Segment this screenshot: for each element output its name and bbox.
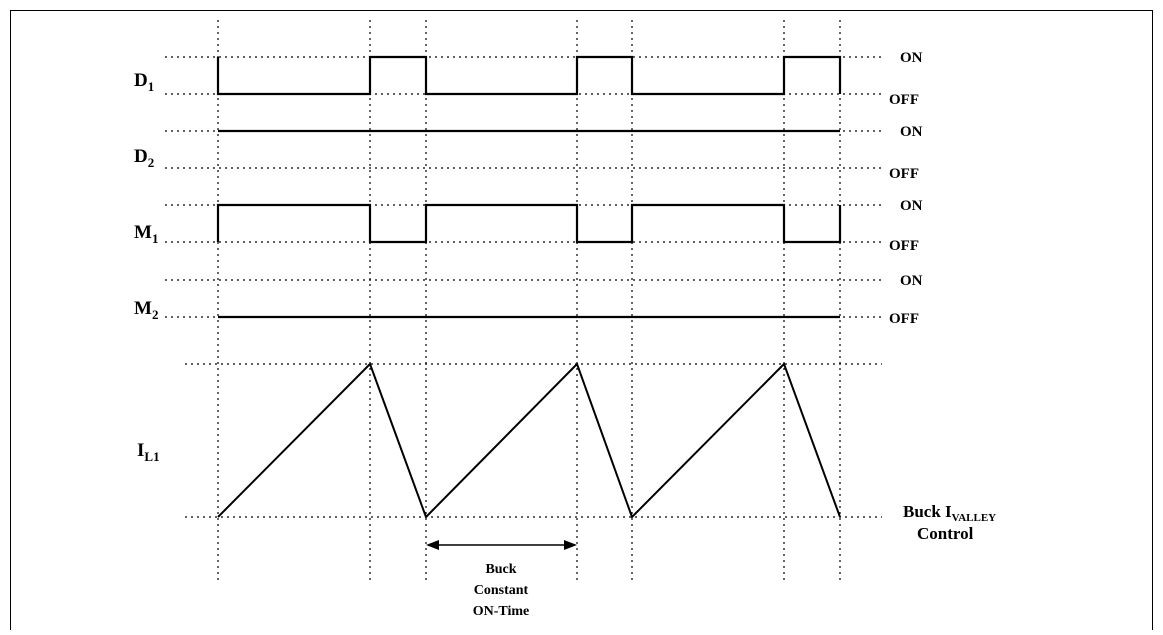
on-time-arrow — [426, 540, 577, 550]
waveforms — [216, 55, 842, 519]
on-time-label-line3: ON-Time — [473, 604, 530, 619]
time-markers — [217, 20, 841, 580]
m2-off-label: OFF — [889, 311, 919, 327]
diagram-frame — [10, 10, 1153, 630]
on-time-label-line2: Constant — [474, 583, 529, 598]
il1-label: IL1 — [137, 440, 160, 464]
m1-on-label: ON — [900, 198, 923, 214]
valley-control-label-line2: Control — [917, 524, 974, 543]
d1-waveform — [216, 55, 842, 96]
d1-off-label: OFF — [889, 92, 919, 108]
m1-label: M1 — [134, 222, 158, 246]
il1-waveform — [217, 362, 841, 519]
d2-on-label: ON — [900, 124, 923, 140]
d2-off-label: OFF — [889, 166, 919, 182]
d1-on-label: ON — [900, 50, 923, 66]
state-labels: ON OFF ON OFF ON OFF ON OFF — [889, 50, 923, 327]
level-lines — [165, 56, 882, 518]
arrow-head-right — [564, 540, 577, 550]
m2-on-label: ON — [900, 273, 923, 289]
d1-label: D1 — [134, 70, 154, 94]
arrow-head-left — [426, 540, 439, 550]
valley-control-label-line1: Buck IVALLEY — [903, 502, 996, 524]
d2-label: D2 — [134, 146, 154, 170]
on-time-label-line1: Buck — [485, 562, 516, 577]
m1-off-label: OFF — [889, 238, 919, 254]
m2-label: M2 — [134, 298, 158, 322]
m1-waveform — [216, 203, 842, 244]
